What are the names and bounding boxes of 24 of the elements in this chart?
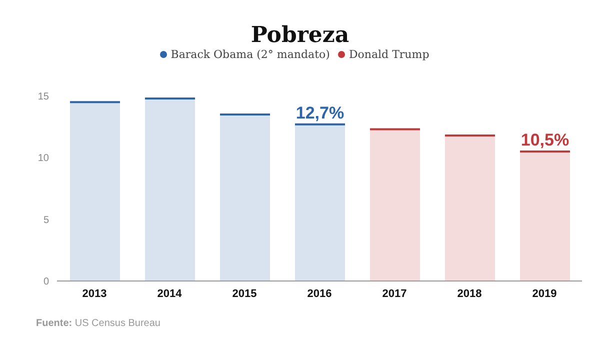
source-note: Fuente: US Census Bureau bbox=[36, 318, 160, 329]
bar bbox=[145, 98, 195, 281]
chart-title: Pobreza bbox=[250, 22, 350, 48]
data-label: 10,5% bbox=[520, 130, 570, 150]
y-tick-label: 5 bbox=[43, 214, 50, 226]
x-tick-label: 2015 bbox=[232, 288, 257, 300]
x-tick-label: 2019 bbox=[532, 288, 557, 300]
bar bbox=[220, 114, 270, 281]
bar bbox=[520, 152, 570, 281]
y-tick-label: 10 bbox=[38, 153, 50, 164]
data-label: 12,7% bbox=[296, 103, 344, 122]
x-tick-label: 2013 bbox=[82, 288, 107, 300]
x-tick-label: 2017 bbox=[382, 288, 407, 300]
bar bbox=[370, 129, 420, 281]
legend-label: Donald Trump bbox=[348, 48, 430, 61]
bar bbox=[295, 124, 345, 281]
bar bbox=[445, 135, 495, 281]
x-tick-label: 2014 bbox=[157, 288, 183, 300]
x-tick-label: 2018 bbox=[457, 288, 482, 300]
x-tick-label: 2016 bbox=[307, 288, 332, 300]
bar bbox=[70, 102, 120, 281]
y-tick-label: 15 bbox=[38, 92, 50, 103]
legend-label: Barack Obama (2° mandato) bbox=[170, 48, 330, 61]
y-tick-label: 0 bbox=[43, 276, 50, 288]
